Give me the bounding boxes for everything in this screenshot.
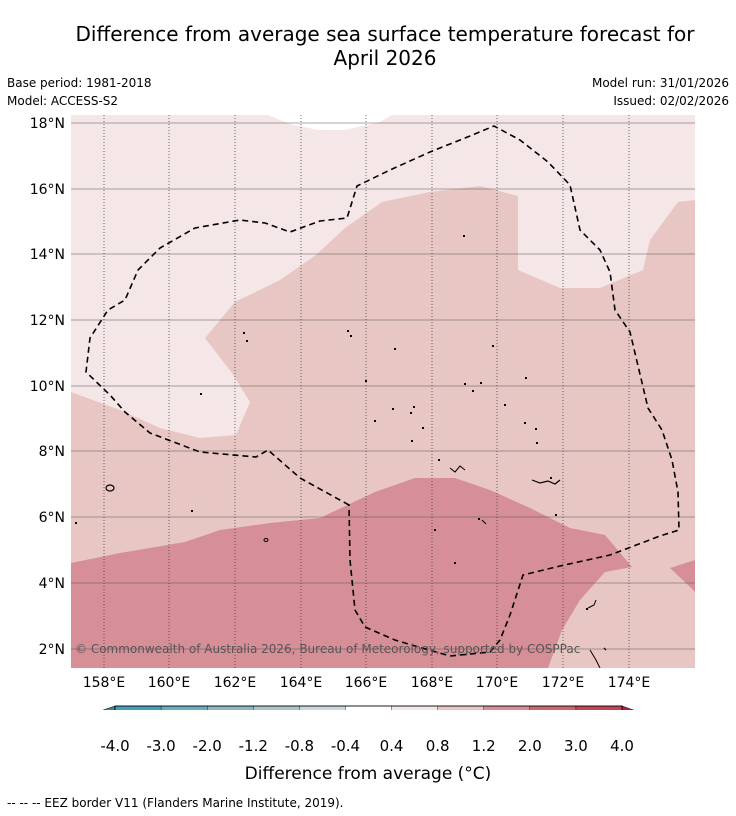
colorbar-segment — [299, 705, 347, 710]
island-marker — [481, 519, 487, 525]
colorbar-tick-label: 4.0 — [610, 737, 634, 755]
lon-label: 158°E — [83, 675, 126, 691]
meta-left: Base period: 1981-2018 Model: ACCESS-S2 — [7, 74, 152, 110]
lon-label: 162°E — [214, 675, 257, 691]
latitude-gridlines — [71, 122, 695, 650]
colorbar-segment — [529, 705, 577, 710]
lon-label: 170°E — [476, 675, 519, 691]
lat-label: 16°N — [30, 182, 65, 198]
island-marker — [589, 649, 601, 668]
latitude-labels: 2°N 4°N 6°N 8°N 10°N 12°N 14°N 16°N 18°N — [30, 116, 65, 658]
lon-label: 160°E — [148, 675, 191, 691]
colorbar-over-arrow — [621, 705, 635, 710]
lat-label: 6°N — [39, 510, 65, 526]
colorbar-segment — [437, 705, 485, 710]
colorbar-segment — [391, 705, 439, 710]
colorbar-segment — [206, 705, 254, 710]
longitude-gridlines — [103, 115, 630, 668]
colorbar-segment — [575, 705, 623, 710]
colorbar-segment — [483, 705, 531, 710]
lat-label: 10°N — [30, 379, 65, 395]
contour-fields — [71, 115, 695, 668]
sst-anomaly-map: © Commonwealth of Australia 2026, Bureau… — [30, 115, 695, 710]
model-run: Model run: 31/01/2026 — [591, 76, 729, 90]
colorbar — [102, 705, 635, 710]
colorbar-tick-label: 3.0 — [563, 737, 588, 755]
island-marker — [449, 465, 466, 473]
colorbar-title: Difference from average (°C) — [244, 764, 492, 784]
title-line-1: Difference from average sea surface temp… — [75, 22, 695, 46]
colorbar-segment — [114, 705, 162, 710]
island-marker — [263, 538, 269, 542]
eez-legend-note: -- -- -- EEZ border V11 (Flanders Marine… — [7, 796, 344, 810]
colorbar-tick-label: 0.8 — [425, 737, 450, 755]
colorbar-outline — [114, 705, 623, 710]
lon-label: 164°E — [280, 675, 323, 691]
colorbar-tick-label: -0.4 — [330, 737, 361, 755]
island-marker — [587, 599, 597, 609]
colorbar-segment — [345, 705, 393, 710]
anomaly-band-neutral — [268, 115, 392, 130]
colorbar-tick-label: -0.8 — [284, 737, 314, 755]
lon-label: 168°E — [411, 675, 454, 691]
lat-label: 14°N — [30, 247, 65, 263]
map-title: Difference from average sea surface temp… — [40, 22, 730, 70]
lat-label: 18°N — [30, 116, 65, 132]
colorbar-tick-label: 1.2 — [471, 737, 496, 755]
base-period: Base period: 1981-2018 — [7, 76, 152, 90]
anomaly-band-1.2-2.0-east — [670, 560, 695, 592]
island-marker — [531, 479, 561, 485]
colorbar-tick-label: -2.0 — [192, 737, 222, 755]
meta-right: Model run: 31/01/2026 Issued: 02/02/2026 — [592, 74, 729, 110]
colorbar-segment — [160, 705, 208, 710]
colorbar-tick-label: 0.4 — [379, 737, 404, 755]
colorbar-tick-label: -1.2 — [238, 737, 268, 755]
lat-label: 8°N — [39, 444, 65, 460]
lon-label: 174°E — [608, 675, 651, 691]
model-name: Model: ACCESS-S2 — [7, 94, 119, 108]
colorbar-segments — [114, 705, 623, 710]
title-line-2: April 2026 — [333, 46, 437, 70]
colorbar-tick-label: -3.0 — [146, 737, 176, 755]
anomaly-band-0.4-0.8 — [71, 115, 695, 438]
lat-label: 4°N — [39, 576, 65, 592]
island-marker — [105, 484, 115, 492]
lat-label: 12°N — [30, 313, 65, 329]
longitude-labels: 158°E 160°E 162°E 164°E 166°E 168°E 170°… — [83, 675, 651, 691]
lon-label: 172°E — [542, 675, 585, 691]
colorbar-segment — [253, 705, 301, 710]
lon-label: 166°E — [345, 675, 388, 691]
issued-date: Issued: 02/02/2026 — [613, 94, 729, 108]
colorbar-under-arrow — [102, 705, 116, 710]
lat-label: 2°N — [39, 642, 65, 658]
colorbar-tick-label: 2.0 — [517, 737, 542, 755]
colorbar-tick-label: -4.0 — [100, 737, 130, 755]
copyright-text: © Commonwealth of Australia 2026, Bureau… — [75, 642, 580, 656]
atoll-dots — [75, 235, 588, 610]
